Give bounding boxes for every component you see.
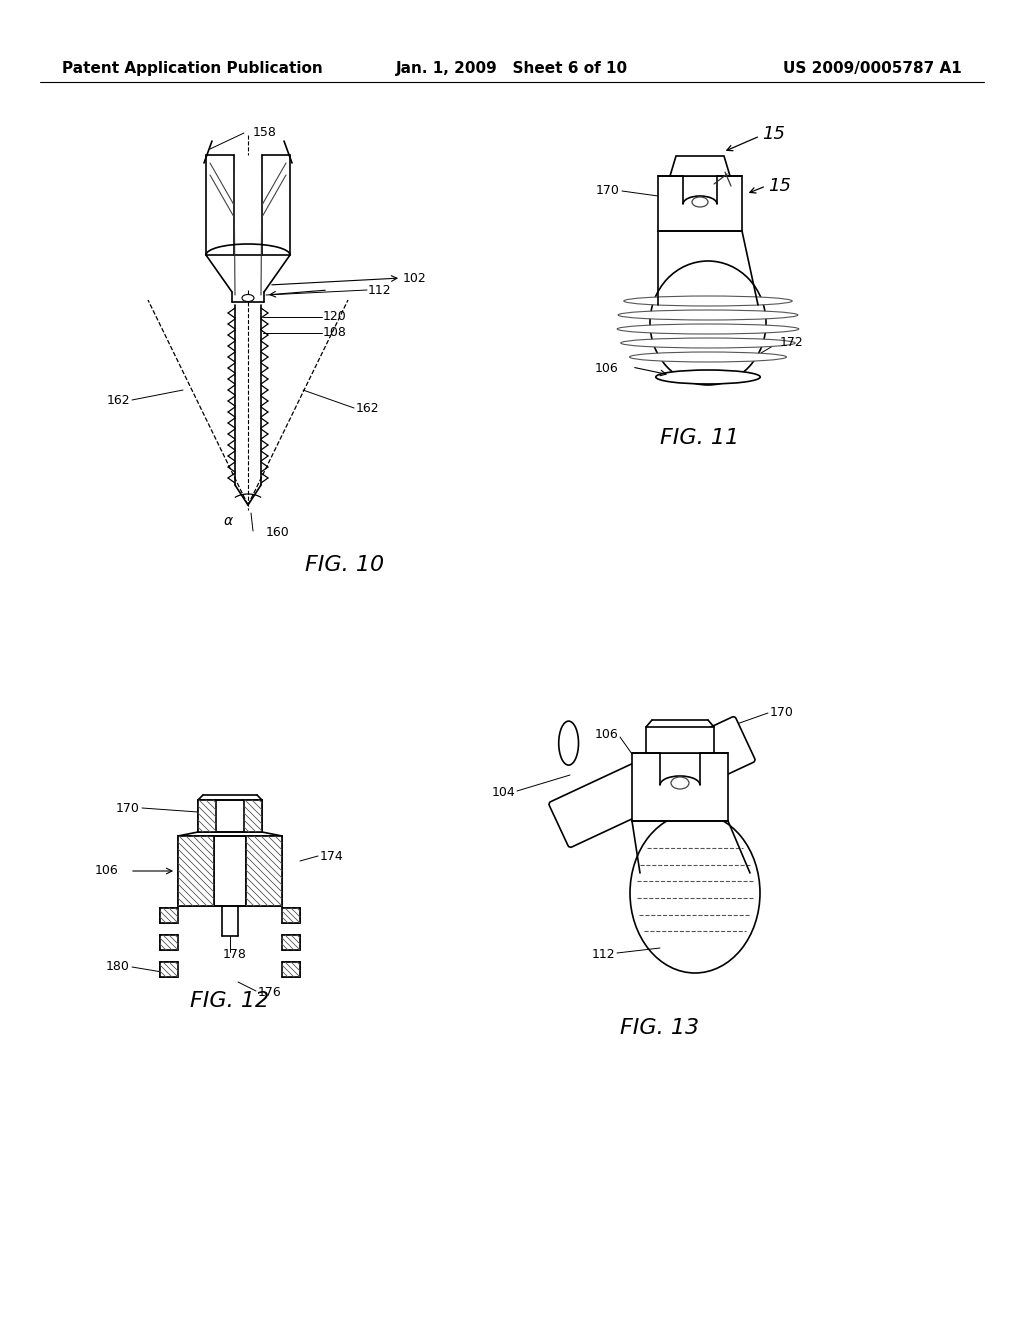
Text: 15: 15 [768,177,791,195]
FancyBboxPatch shape [646,727,714,752]
Text: FIG. 13: FIG. 13 [621,1018,699,1038]
Text: 120: 120 [323,310,347,323]
FancyBboxPatch shape [632,752,728,821]
Text: 162: 162 [106,393,130,407]
Text: 112: 112 [592,949,615,961]
Text: 170: 170 [116,801,140,814]
Text: 174: 174 [319,850,344,862]
Text: 178: 178 [223,948,247,961]
Ellipse shape [671,777,689,789]
FancyBboxPatch shape [282,908,300,923]
Text: 172: 172 [780,337,804,350]
Ellipse shape [630,813,760,973]
Text: 170: 170 [596,185,620,198]
Text: $\alpha$: $\alpha$ [222,513,233,528]
Ellipse shape [617,323,799,334]
Text: 15: 15 [762,125,785,143]
Text: 108: 108 [323,326,347,339]
FancyBboxPatch shape [160,935,178,950]
FancyBboxPatch shape [244,800,262,832]
Ellipse shape [692,197,708,207]
FancyBboxPatch shape [160,962,178,977]
FancyBboxPatch shape [160,908,178,923]
Ellipse shape [559,721,579,766]
Text: 162: 162 [356,401,380,414]
FancyBboxPatch shape [282,935,300,950]
Polygon shape [670,156,730,176]
Text: FIG. 12: FIG. 12 [190,991,269,1011]
FancyBboxPatch shape [246,836,282,906]
Text: 176: 176 [258,986,282,998]
Text: 180: 180 [106,961,130,974]
FancyBboxPatch shape [282,962,300,977]
Text: FIG. 10: FIG. 10 [305,554,385,576]
Text: 112: 112 [368,284,391,297]
Text: 158: 158 [253,127,276,140]
Ellipse shape [624,296,793,306]
Text: 104: 104 [492,787,515,800]
FancyBboxPatch shape [198,800,216,832]
Text: Patent Application Publication: Patent Application Publication [62,61,323,75]
Text: 170: 170 [770,705,794,718]
Ellipse shape [242,294,254,301]
FancyBboxPatch shape [549,717,755,847]
Text: FIG. 11: FIG. 11 [660,428,739,447]
Ellipse shape [655,370,760,384]
Text: Jan. 1, 2009   Sheet 6 of 10: Jan. 1, 2009 Sheet 6 of 10 [396,61,628,75]
Ellipse shape [630,352,786,362]
Text: 106: 106 [94,865,118,878]
Ellipse shape [618,310,798,319]
Text: 160: 160 [266,527,290,540]
Text: 106: 106 [594,729,618,742]
FancyBboxPatch shape [178,836,214,906]
Text: US 2009/0005787 A1: US 2009/0005787 A1 [783,61,962,75]
Ellipse shape [621,338,796,348]
Text: 106: 106 [594,362,618,375]
FancyBboxPatch shape [658,176,742,231]
Ellipse shape [650,261,766,385]
Text: 102: 102 [403,272,427,285]
